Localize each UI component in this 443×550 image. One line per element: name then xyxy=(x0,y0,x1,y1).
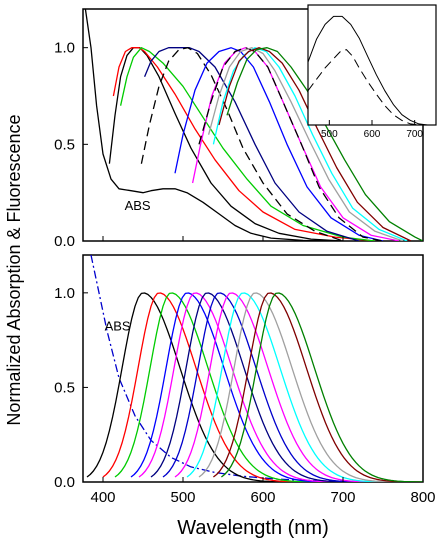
inset-panel: 500 600 700 xyxy=(307,4,437,140)
inset-series-line-1 xyxy=(308,49,419,125)
bottom-series-layer xyxy=(86,255,423,482)
top-ticks-layer: 0.0 0.5 1.0 xyxy=(54,40,424,250)
bottom-y-tick-label: 0.0 xyxy=(54,474,75,491)
inset-x-tick-label: 500 xyxy=(321,129,338,140)
bottom-y-tick-label: 0.5 xyxy=(54,379,75,396)
bottom-series-line-7 xyxy=(162,292,372,482)
bottom-abs-annotation: ABS xyxy=(105,319,131,334)
bottom-series-line-12 xyxy=(220,292,423,482)
bottom-series-line-9 xyxy=(186,292,396,482)
bottom-x-tick-label: 400 xyxy=(90,489,115,506)
inset-series-layer xyxy=(308,15,428,125)
top-series-line-12 xyxy=(226,47,423,241)
top-series-line-4 xyxy=(143,47,360,241)
top-series-line-0 xyxy=(84,9,344,241)
x-axis-label: Wavelength (nm) xyxy=(177,517,329,539)
top-y-tick-label: 0.0 xyxy=(54,233,75,250)
top-y-tick-label: 1.0 xyxy=(54,40,75,57)
bottom-ticks-layer: 400 500 600 700 800 0.0 0.5 1.0 xyxy=(54,285,435,506)
bottom-series-line-4 xyxy=(130,292,340,482)
bottom-x-tick-label: 800 xyxy=(410,489,435,506)
inset-series-line-0 xyxy=(308,15,428,125)
top-series-line-9 xyxy=(207,47,404,241)
top-series-line-11 xyxy=(218,47,412,241)
bottom-x-tick-label: 700 xyxy=(330,489,355,506)
top-y-tick-label: 0.5 xyxy=(54,136,75,153)
bottom-series-line-11 xyxy=(212,292,422,482)
bottom-series-line-10 xyxy=(198,292,408,482)
bottom-plot-frame xyxy=(82,254,424,483)
bottom-series-line-8 xyxy=(174,292,384,482)
top-series-line-5 xyxy=(140,47,344,241)
top-series-line-8 xyxy=(198,47,384,241)
top-series-line-3 xyxy=(119,47,376,241)
inset-ticks-layer: 500 600 700 xyxy=(321,120,423,140)
top-series-layer xyxy=(84,9,423,241)
bottom-series-line-1 xyxy=(86,292,296,482)
bottom-series-line-6 xyxy=(150,292,360,482)
bottom-series-line-2 xyxy=(102,292,312,482)
top-series-line-2 xyxy=(112,47,376,241)
bottom-series-line-5 xyxy=(138,292,348,482)
top-series-line-10 xyxy=(212,47,408,241)
bottom-panel: 400 500 600 700 800 0.0 0.5 1.0 ABS xyxy=(54,254,436,506)
bottom-x-tick-label: 500 xyxy=(170,489,195,506)
top-series-line-1 xyxy=(108,47,344,241)
top-abs-annotation: ABS xyxy=(125,198,151,213)
bottom-series-line-3 xyxy=(114,292,324,482)
inset-x-tick-label: 600 xyxy=(364,129,381,140)
inset-x-tick-label: 700 xyxy=(406,129,423,140)
top-panel: 0.0 0.5 1.0 ABS xyxy=(54,8,424,250)
bottom-y-tick-label: 1.0 xyxy=(54,285,75,302)
bottom-x-tick-label: 600 xyxy=(250,489,275,506)
y-axis-label: Normalized Absorption & Fluorescence xyxy=(4,114,24,425)
bottom-series-line-0 xyxy=(90,255,376,482)
